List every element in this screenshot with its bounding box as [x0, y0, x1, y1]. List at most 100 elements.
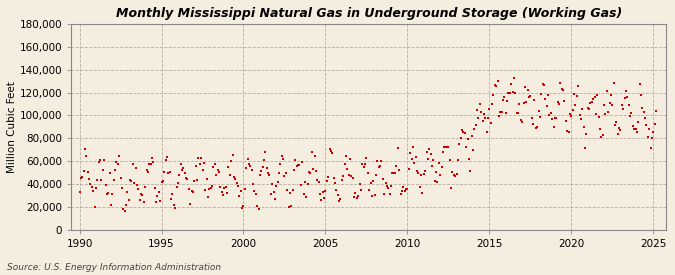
Point	[468, 148, 479, 153]
Point	[188, 189, 198, 194]
Point	[628, 127, 639, 132]
Point	[599, 103, 610, 107]
Point	[304, 169, 315, 174]
Point	[130, 166, 141, 170]
Point	[376, 159, 387, 163]
Point	[289, 168, 300, 173]
Point	[271, 184, 281, 188]
Point	[401, 186, 412, 191]
Point	[212, 167, 223, 172]
Point	[562, 129, 572, 133]
Point	[331, 188, 342, 192]
Point	[567, 108, 578, 112]
Point	[176, 162, 186, 166]
Point	[440, 145, 451, 150]
Point	[387, 170, 398, 175]
Point	[89, 205, 100, 209]
Point	[641, 123, 652, 127]
Point	[499, 94, 510, 99]
Point	[437, 150, 448, 155]
Point	[319, 196, 329, 200]
Point	[458, 130, 469, 134]
Point	[305, 170, 316, 175]
Point	[414, 185, 425, 189]
Point	[164, 170, 175, 174]
Point	[439, 145, 450, 150]
Point	[544, 113, 555, 117]
Point	[379, 192, 389, 196]
Point	[344, 172, 354, 177]
Point	[508, 76, 519, 81]
Point	[208, 164, 219, 169]
Point	[293, 163, 304, 167]
Point	[476, 110, 487, 114]
Point	[241, 166, 252, 170]
Point	[637, 106, 648, 111]
Point	[215, 185, 225, 189]
Point	[649, 122, 660, 127]
Point	[142, 169, 153, 174]
Point	[398, 185, 408, 189]
Point	[357, 162, 368, 166]
Point	[584, 106, 595, 111]
Point	[552, 100, 563, 104]
Point	[177, 167, 188, 172]
Point	[345, 157, 356, 161]
Point	[339, 161, 350, 166]
Point	[198, 161, 209, 165]
Point	[193, 156, 204, 161]
Point	[636, 93, 647, 97]
Point	[296, 183, 306, 187]
Point	[644, 127, 655, 131]
Point	[161, 154, 172, 159]
Point	[121, 203, 132, 208]
Point	[259, 158, 269, 162]
Point	[240, 187, 250, 191]
Point	[200, 188, 211, 192]
Point	[457, 128, 468, 132]
Point	[153, 190, 164, 194]
Point	[141, 168, 152, 172]
Point	[389, 171, 400, 175]
Point	[169, 203, 180, 207]
Point	[496, 110, 507, 115]
Point	[495, 110, 506, 114]
Point	[568, 92, 579, 96]
Point	[432, 180, 443, 185]
Point	[233, 184, 244, 189]
Point	[462, 136, 473, 141]
Point	[267, 181, 277, 186]
Point	[324, 147, 335, 152]
Point	[360, 162, 371, 166]
Point	[285, 191, 296, 195]
Point	[292, 164, 302, 168]
Point	[545, 111, 556, 115]
Point	[197, 168, 208, 172]
Point	[491, 84, 502, 89]
Point	[446, 186, 456, 190]
Point	[174, 173, 185, 177]
Point	[238, 204, 249, 208]
Point	[103, 190, 113, 195]
Point	[412, 169, 423, 173]
Point	[388, 171, 399, 175]
Point	[80, 147, 90, 151]
Point	[506, 82, 516, 86]
Point	[601, 89, 612, 93]
Point	[364, 188, 375, 192]
Point	[455, 136, 466, 140]
Point	[473, 116, 484, 120]
Point	[146, 156, 157, 160]
Point	[309, 153, 320, 158]
Point	[159, 169, 169, 174]
Point	[148, 160, 159, 164]
Point	[349, 195, 360, 200]
Point	[81, 153, 92, 158]
Point	[281, 188, 292, 192]
Point	[184, 186, 194, 191]
Point	[152, 193, 163, 198]
Point	[647, 136, 657, 141]
Point	[556, 87, 567, 91]
Point	[511, 111, 522, 116]
Point	[352, 195, 362, 200]
